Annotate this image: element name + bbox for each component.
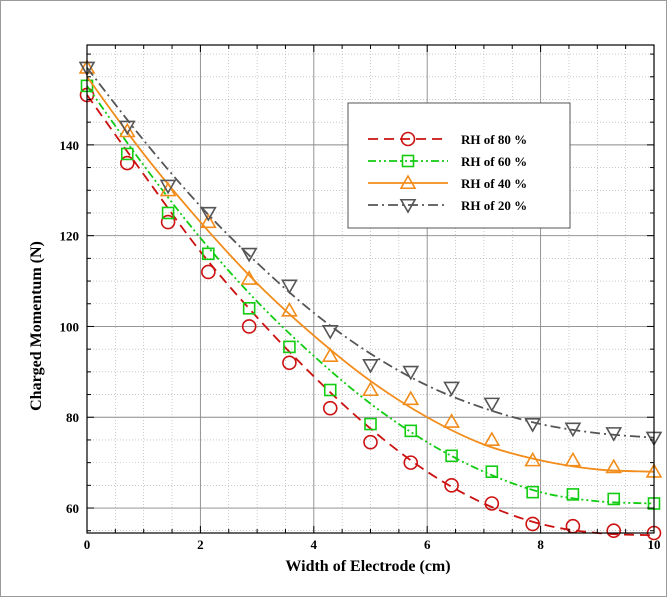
x-axis-title: Width of Electrode (cm) <box>285 558 450 575</box>
data-point <box>364 417 377 431</box>
data-point <box>445 449 458 463</box>
legend-marker <box>399 198 417 214</box>
series-line <box>86 76 655 473</box>
data-point <box>524 418 542 433</box>
y-tick-label: 60 <box>66 501 79 516</box>
legend-marker <box>399 174 417 190</box>
x-tick-label: 8 <box>537 537 544 552</box>
x-tick-label: 10 <box>648 537 661 552</box>
legend-label: RH of 60 % <box>461 154 527 169</box>
y-axis-title: Charged Momentum (N) <box>28 241 45 411</box>
plot-series <box>79 59 662 541</box>
data-point <box>241 319 257 334</box>
data-point <box>199 206 217 222</box>
series-3 <box>79 59 662 478</box>
data-point <box>202 247 215 261</box>
data-point <box>240 270 258 285</box>
data-point <box>526 485 539 499</box>
data-point <box>242 301 256 315</box>
x-tick-label: 2 <box>197 537 204 552</box>
data-point <box>403 455 419 470</box>
legend-label: RH of 20 % <box>461 198 527 213</box>
data-point <box>483 431 501 446</box>
axes: 0 2 4 6 8 10 60 80 100 120 140 <box>60 44 661 552</box>
data-point <box>362 358 379 374</box>
legend-label: RH of 80 % <box>461 132 527 147</box>
data-point <box>524 451 542 467</box>
data-point <box>607 492 621 506</box>
legend-item: RH of 40 % <box>368 174 527 191</box>
data-point <box>161 206 175 220</box>
data-point <box>564 422 582 438</box>
y-tick-label: 100 <box>60 319 80 334</box>
data-point <box>404 424 418 438</box>
data-point <box>283 340 296 354</box>
data-point <box>483 397 501 413</box>
legend-marker <box>400 131 416 147</box>
data-point <box>566 488 580 501</box>
y-tick-label: 80 <box>66 410 79 425</box>
data-point <box>363 434 378 450</box>
data-point <box>159 181 177 197</box>
data-point <box>485 465 499 479</box>
data-point <box>605 458 623 474</box>
data-point <box>362 381 379 397</box>
data-point <box>119 155 135 171</box>
series-line <box>86 94 655 537</box>
data-point <box>282 355 297 371</box>
data-point <box>118 122 136 138</box>
legend-item: RH of 60 % <box>368 154 527 169</box>
data-point <box>606 523 622 539</box>
x-tick-label: 4 <box>311 537 318 552</box>
data-point <box>281 301 298 317</box>
data-point <box>525 516 540 532</box>
data-point <box>402 365 420 381</box>
legend-item: RH of 20 % <box>368 198 527 214</box>
legend-marker <box>401 154 415 168</box>
data-point <box>159 179 177 195</box>
legend-label: RH of 40 % <box>461 176 527 191</box>
data-point <box>443 381 460 397</box>
data-point <box>321 324 339 340</box>
data-point <box>240 247 258 263</box>
data-point <box>120 147 134 161</box>
y-tick-label: 120 <box>60 229 80 244</box>
x-tick-label: 6 <box>424 537 431 552</box>
legend-item: RH of 80 % <box>368 131 527 147</box>
data-point <box>444 478 459 493</box>
data-point <box>201 264 216 280</box>
data-point <box>605 427 623 442</box>
data-point <box>323 383 337 397</box>
data-point <box>443 413 460 428</box>
data-point <box>402 390 420 406</box>
data-point <box>321 347 339 363</box>
series-1 <box>79 87 662 541</box>
data-point <box>160 214 176 230</box>
data-point <box>484 496 500 511</box>
data-point <box>118 120 136 136</box>
data-point <box>281 279 298 295</box>
y-tick-label: 140 <box>60 138 80 153</box>
legend-box <box>347 102 571 229</box>
legend: RH of 80 % RH of 60 % RH of 40 % RH of 20 % <box>347 102 571 229</box>
data-point <box>199 213 217 229</box>
data-point <box>322 400 338 416</box>
x-tick-label: 0 <box>84 537 91 552</box>
series-line <box>86 67 655 439</box>
data-point <box>564 451 582 467</box>
series-line <box>86 85 655 505</box>
